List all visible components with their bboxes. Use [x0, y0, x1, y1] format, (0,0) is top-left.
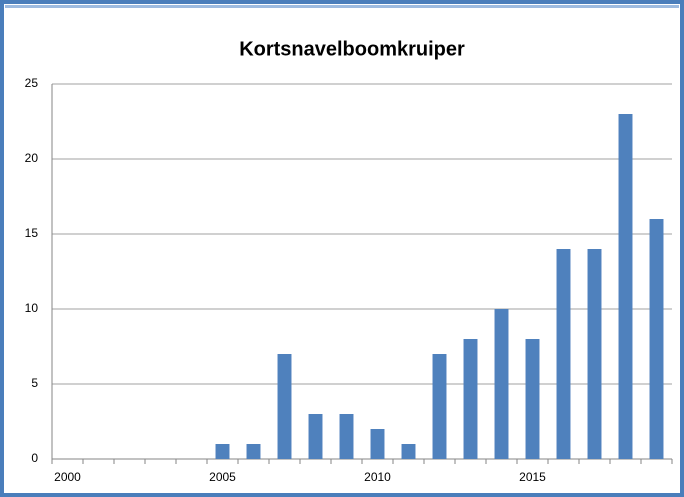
bar	[246, 444, 261, 459]
bar	[215, 444, 230, 459]
y-tick-label: 20	[25, 151, 39, 165]
bar	[649, 219, 664, 459]
bar	[308, 414, 323, 459]
y-tick-label: 5	[31, 376, 38, 390]
x-tick-label: 2000	[54, 470, 81, 484]
y-tick-label: 15	[25, 226, 39, 240]
y-tick-label: 25	[25, 76, 39, 90]
frame-top	[5, 5, 679, 8]
x-tick-label: 2010	[364, 470, 391, 484]
bar	[401, 444, 416, 459]
bar	[370, 429, 385, 459]
y-tick-label: 0	[31, 451, 38, 465]
x-tick-label: 2015	[519, 470, 546, 484]
chart-title: Kortsnavelboomkruiper	[239, 38, 465, 60]
bar	[525, 339, 540, 459]
bar	[463, 339, 478, 459]
bar	[277, 354, 292, 459]
bar	[618, 114, 633, 459]
bar	[432, 354, 447, 459]
bar	[494, 309, 509, 459]
bar	[556, 249, 571, 459]
bar	[339, 414, 354, 459]
x-tick-label: 2005	[209, 470, 236, 484]
bar	[587, 249, 602, 459]
y-tick-label: 10	[25, 301, 39, 315]
